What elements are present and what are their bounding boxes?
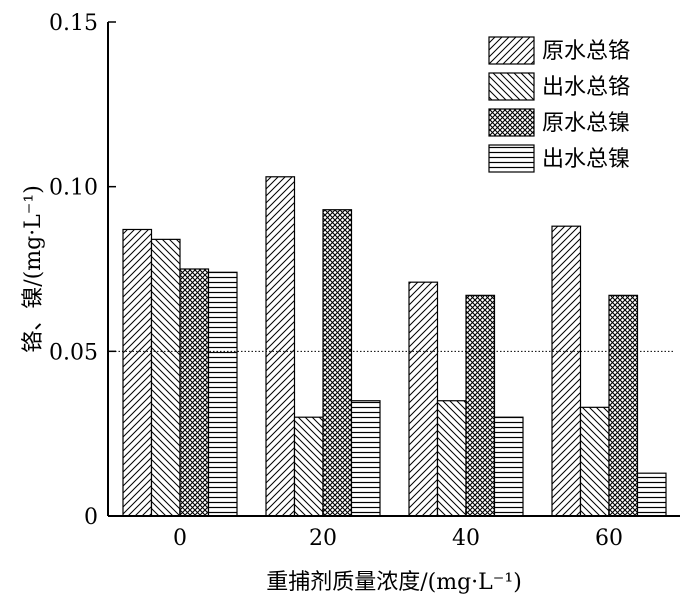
y-tick-label: 0.15 — [49, 11, 98, 36]
bar-4-60 — [636, 472, 667, 517]
legend-label: 原水总铬 — [542, 39, 630, 64]
x-ticks-group: 0 20 40 60 — [173, 509, 623, 551]
x-tick-label: 0 — [173, 526, 187, 551]
legend-swatch — [488, 144, 535, 173]
legend-label: 出水总镍 — [542, 147, 630, 172]
bar-2-40 — [436, 400, 467, 517]
bars-group — [122, 176, 667, 517]
bar-2-20 — [293, 416, 324, 517]
bar-1-40 — [408, 281, 439, 517]
y-ticks-group: 0 0.05 0.10 0.15 — [49, 11, 116, 530]
legend-swatch — [488, 108, 535, 137]
bar-2-60 — [579, 406, 610, 517]
y-axis-label: 铬、镍/(mg·L⁻¹) — [21, 185, 46, 353]
bar-4-20 — [350, 400, 381, 517]
bar-1-60 — [551, 225, 582, 517]
bar-4-40 — [493, 416, 524, 517]
y-tick-label: 0 — [84, 505, 98, 530]
x-tick-label: 60 — [595, 526, 623, 551]
legend-label: 原水总镍 — [542, 111, 630, 136]
legend-swatch — [488, 36, 535, 65]
bar-1-0 — [122, 228, 153, 517]
legend-label: 出水总铬 — [542, 75, 630, 100]
bar-3-40 — [465, 294, 496, 517]
bar-2-0 — [150, 238, 181, 517]
y-tick-label: 0.10 — [49, 176, 98, 201]
bar-3-60 — [608, 294, 639, 517]
x-tick-label: 40 — [452, 526, 480, 551]
legend-swatch — [488, 72, 535, 101]
bar-3-20 — [322, 209, 353, 517]
x-axis-label: 重捕剂质量浓度/(mg·L⁻¹) — [266, 570, 522, 595]
bar-1-20 — [265, 176, 296, 517]
bar-3-0 — [179, 268, 210, 517]
x-tick-label: 20 — [309, 526, 337, 551]
y-tick-label: 0.05 — [49, 340, 98, 365]
bar-4-0 — [207, 271, 238, 517]
